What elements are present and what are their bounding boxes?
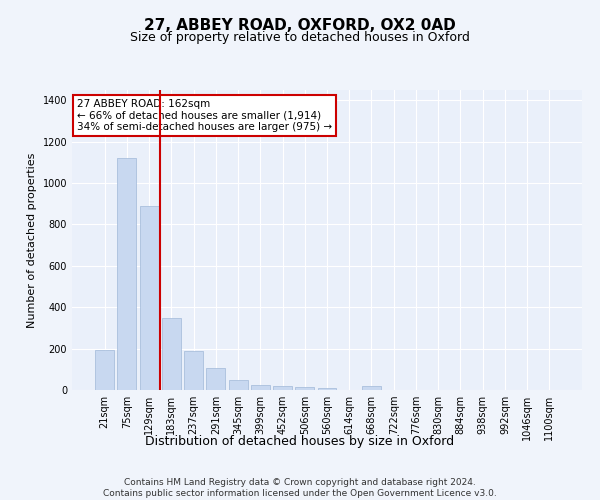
Text: Size of property relative to detached houses in Oxford: Size of property relative to detached ho… xyxy=(130,31,470,44)
Bar xyxy=(273,386,292,390)
Bar xyxy=(295,387,314,390)
Bar xyxy=(229,380,248,390)
Bar xyxy=(118,158,136,390)
Text: 27, ABBEY ROAD, OXFORD, OX2 0AD: 27, ABBEY ROAD, OXFORD, OX2 0AD xyxy=(144,18,456,32)
Bar xyxy=(206,368,225,390)
Bar xyxy=(95,350,114,390)
Text: Distribution of detached houses by size in Oxford: Distribution of detached houses by size … xyxy=(145,435,455,448)
Text: 27 ABBEY ROAD: 162sqm
← 66% of detached houses are smaller (1,914)
34% of semi-d: 27 ABBEY ROAD: 162sqm ← 66% of detached … xyxy=(77,99,332,132)
Bar xyxy=(251,385,270,390)
Bar xyxy=(317,388,337,390)
Bar xyxy=(184,350,203,390)
Bar xyxy=(362,386,381,390)
Bar xyxy=(140,206,158,390)
Text: Contains HM Land Registry data © Crown copyright and database right 2024.
Contai: Contains HM Land Registry data © Crown c… xyxy=(103,478,497,498)
Y-axis label: Number of detached properties: Number of detached properties xyxy=(27,152,37,328)
Bar xyxy=(162,318,181,390)
